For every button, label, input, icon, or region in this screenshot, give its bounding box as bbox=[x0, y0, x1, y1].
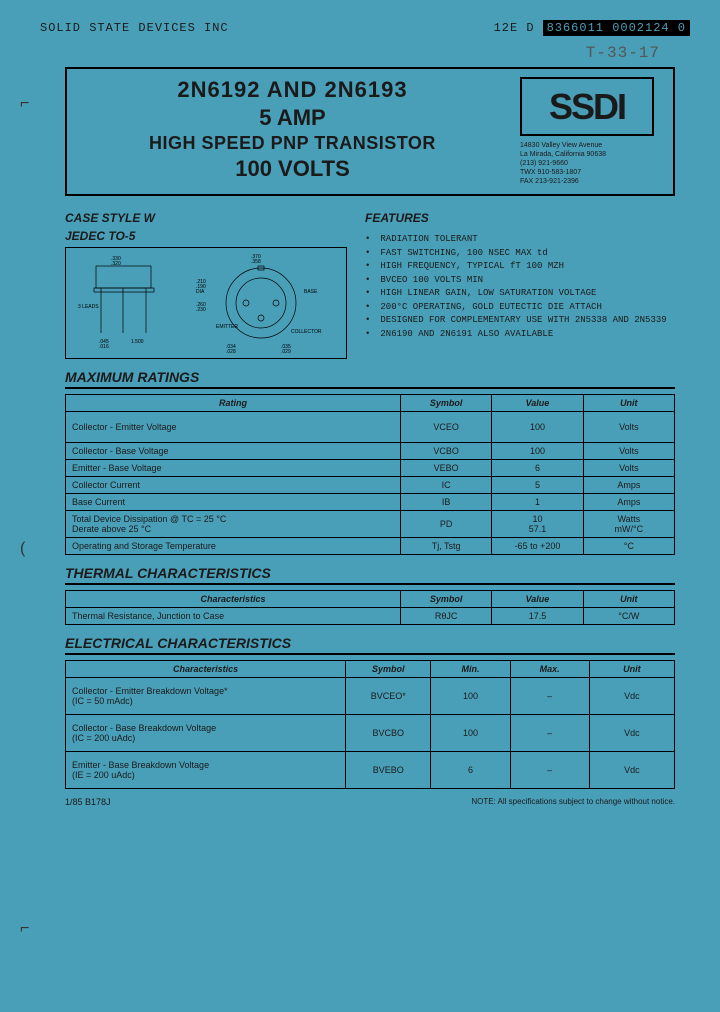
svg-text:COLLECTOR: COLLECTOR bbox=[291, 329, 322, 335]
electrical-head: ELECTRICAL CHARACTERISTICS bbox=[65, 635, 675, 655]
svg-text:.016: .016 bbox=[99, 344, 109, 350]
thermal-table: Characteristics Symbol Value Unit Therma… bbox=[65, 590, 675, 625]
svg-text:.320: .320 bbox=[111, 261, 121, 267]
title-box: 2N6192 AND 2N6193 5 AMP HIGH SPEED PNP T… bbox=[65, 67, 675, 196]
svg-text:.230: .230 bbox=[196, 307, 206, 313]
company-name: SOLID STATE DEVICES INC bbox=[40, 21, 229, 35]
part-numbers: 2N6192 AND 2N6193 bbox=[75, 77, 510, 103]
volt-rating: 100 VOLTS bbox=[75, 156, 510, 182]
package-diagram: 3 LEADS .330 .320 .045 .016 1.500 bbox=[65, 247, 347, 359]
footer-note: NOTE: All specifications subject to chan… bbox=[471, 797, 675, 807]
header-codes: 12E D 8366011 0002124 0 bbox=[494, 20, 690, 36]
svg-text:EMITTER: EMITTER bbox=[216, 324, 238, 330]
svg-text:.358: .358 bbox=[251, 259, 261, 265]
svg-text:3 LEADS: 3 LEADS bbox=[78, 304, 99, 310]
ssdi-logo: SSDI bbox=[520, 77, 654, 136]
svg-text:.029: .029 bbox=[281, 349, 291, 355]
company-address: 14830 Valley View Avenue La Mirada, Cali… bbox=[520, 141, 665, 186]
handwritten-code: T-33-17 bbox=[40, 44, 660, 62]
thermal-head: THERMAL CHARACTERISTICS bbox=[65, 565, 675, 585]
electrical-table: Characteristics Symbol Min. Max. Unit Co… bbox=[65, 660, 675, 789]
product-type: HIGH SPEED PNP TRANSISTOR bbox=[75, 133, 510, 154]
features-list: RADIATION TOLERANT FAST SWITCHING, 100 N… bbox=[365, 233, 675, 341]
amp-rating: 5 AMP bbox=[75, 105, 510, 131]
max-ratings-head: MAXIMUM RATINGS bbox=[65, 369, 675, 389]
case-style-head: CASE STYLE W bbox=[65, 211, 365, 225]
footer-left: 1/85 B178J bbox=[65, 797, 111, 807]
max-ratings-table: Rating Symbol Value Unit Collector - Emi… bbox=[65, 394, 675, 555]
svg-text:BASE: BASE bbox=[304, 289, 318, 295]
svg-text:DIA: DIA bbox=[196, 289, 205, 295]
jedec-head: JEDEC TO-5 bbox=[65, 229, 365, 243]
svg-text:1.500: 1.500 bbox=[131, 339, 144, 345]
svg-text:.028: .028 bbox=[226, 349, 236, 355]
features-head: FEATURES bbox=[365, 211, 675, 225]
